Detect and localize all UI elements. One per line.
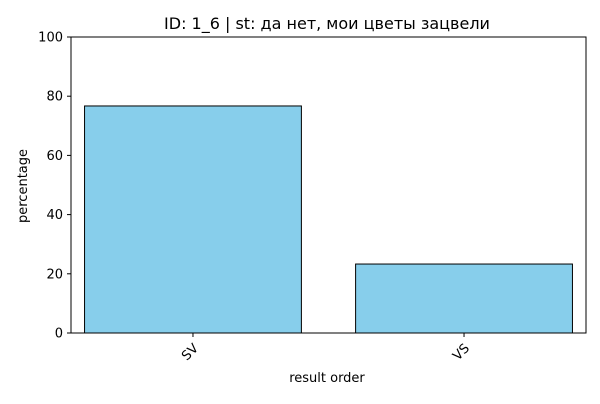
- x-tick-label: SV: [179, 341, 202, 364]
- bars: [84, 105, 573, 334]
- plot-area-frame: [70, 36, 587, 334]
- chart-title: ID: 1_6 | st: да нет, мои цветы зацвели: [164, 14, 490, 34]
- y-tick-label: 80: [46, 90, 63, 105]
- y-axis-ticks: 0 20 40 60 80 100: [38, 31, 71, 342]
- y-tick-label: 100: [38, 31, 63, 46]
- y-axis-label: percentage: [16, 149, 31, 223]
- x-axis-label: result order: [289, 371, 365, 386]
- x-axis-ticks: SV VS: [179, 333, 473, 364]
- bar-sv: [84, 105, 302, 334]
- y-tick-label: 0: [55, 327, 63, 342]
- y-tick-label: 20: [46, 267, 63, 282]
- bar-vs: [355, 263, 573, 334]
- x-tick-label: VS: [450, 341, 473, 364]
- y-tick-label: 60: [46, 149, 63, 164]
- y-tick-label: 40: [46, 208, 63, 223]
